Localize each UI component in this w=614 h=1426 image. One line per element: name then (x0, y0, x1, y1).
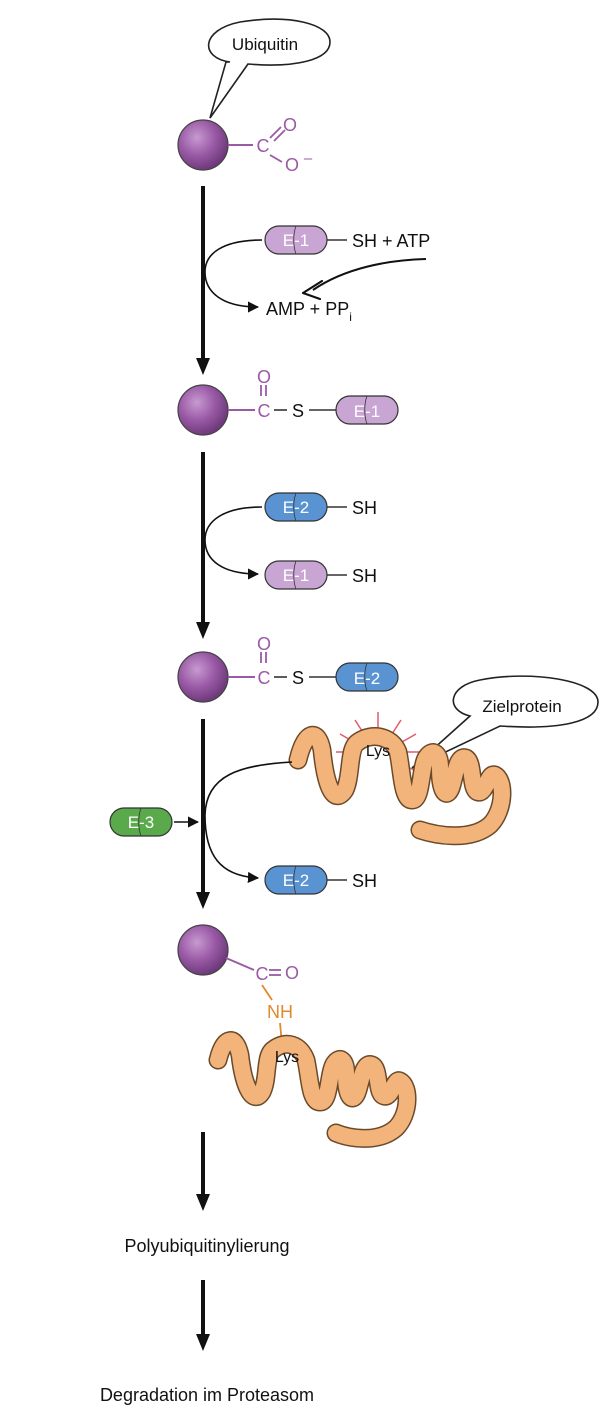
e1-label: E-1 (283, 566, 309, 585)
side-reaction-e2: E-2 SH E-1 SH (204, 492, 377, 590)
e2-label: E-2 (283, 871, 309, 890)
target-protein-speech-bubble: Zielprotein (411, 675, 599, 769)
e1-label: E-1 (354, 402, 380, 421)
e3-label: E-3 (128, 813, 154, 832)
target-protein-label: Zielprotein (482, 697, 561, 716)
sh-atp-label: SH + ATP (352, 231, 430, 251)
carbon-label: C (258, 668, 271, 688)
degradation-label: Degradation im Proteasom (100, 1385, 314, 1405)
handdrawn-arrow (312, 258, 427, 291)
nh-label: NH (267, 1002, 293, 1022)
side-reaction-e1: E-1 SH + ATP AMP + PPi (204, 225, 430, 324)
sh-label: SH (352, 566, 377, 586)
lys-label: Lys (366, 743, 390, 760)
e1-enzyme-icon: E-1 (335, 395, 399, 425)
oxyanion-label: O (285, 155, 299, 175)
oxygen-label: O (283, 115, 297, 135)
ubiquitin-sphere-icon (177, 384, 229, 436)
side-reaction-e3: E-3 E-2 SH (109, 761, 377, 895)
e2-label: E-2 (354, 669, 380, 688)
sh-label: SH (352, 498, 377, 518)
polyubiquitination-label: Polyubiquitinylierung (124, 1236, 289, 1256)
ubiquitin-speech-bubble: Ubiquitin (207, 18, 331, 119)
oxygen-label: O (285, 963, 299, 983)
e2-label: E-2 (283, 498, 309, 517)
ubiquitin-sphere-icon (177, 924, 229, 976)
sulfur-label: S (292, 401, 304, 421)
ubiquitin-label: Ubiquitin (232, 35, 298, 54)
carbon-label: C (256, 964, 269, 984)
ubiquitin-e1-thioester: C O S E-1 (177, 367, 399, 436)
oxygen-label: O (257, 634, 271, 654)
e2-enzyme-icon: E-2 (264, 865, 328, 895)
ubiquitin-carboxylate: C O O – (177, 115, 313, 175)
e3-enzyme-icon: E-3 (109, 807, 173, 837)
charge-label: – (304, 150, 313, 167)
ubiquitin-sphere-icon (177, 119, 229, 171)
ubiquitinated-protein: C O NH Lys (177, 924, 417, 1148)
lys-label: Lys (275, 1049, 299, 1066)
sulfur-label: S (292, 668, 304, 688)
e1-enzyme-icon: E-1 (264, 560, 328, 590)
sh-label: SH (352, 871, 377, 891)
carbon-label: C (258, 401, 271, 421)
carbon-label: C (257, 136, 270, 156)
amp-ppi-label: AMP + PPi (266, 299, 352, 324)
oxygen-label: O (257, 367, 271, 387)
e1-label: E-1 (283, 231, 309, 250)
ubiquitin-sphere-icon (177, 651, 229, 703)
e1-enzyme-icon: E-1 (264, 225, 328, 255)
target-protein: Lys (288, 712, 512, 846)
ubiquitin-e2-thioester: C O S E-2 (177, 634, 399, 703)
e2-enzyme-icon: E-2 (335, 662, 399, 692)
e2-enzyme-icon: E-2 (264, 492, 328, 522)
